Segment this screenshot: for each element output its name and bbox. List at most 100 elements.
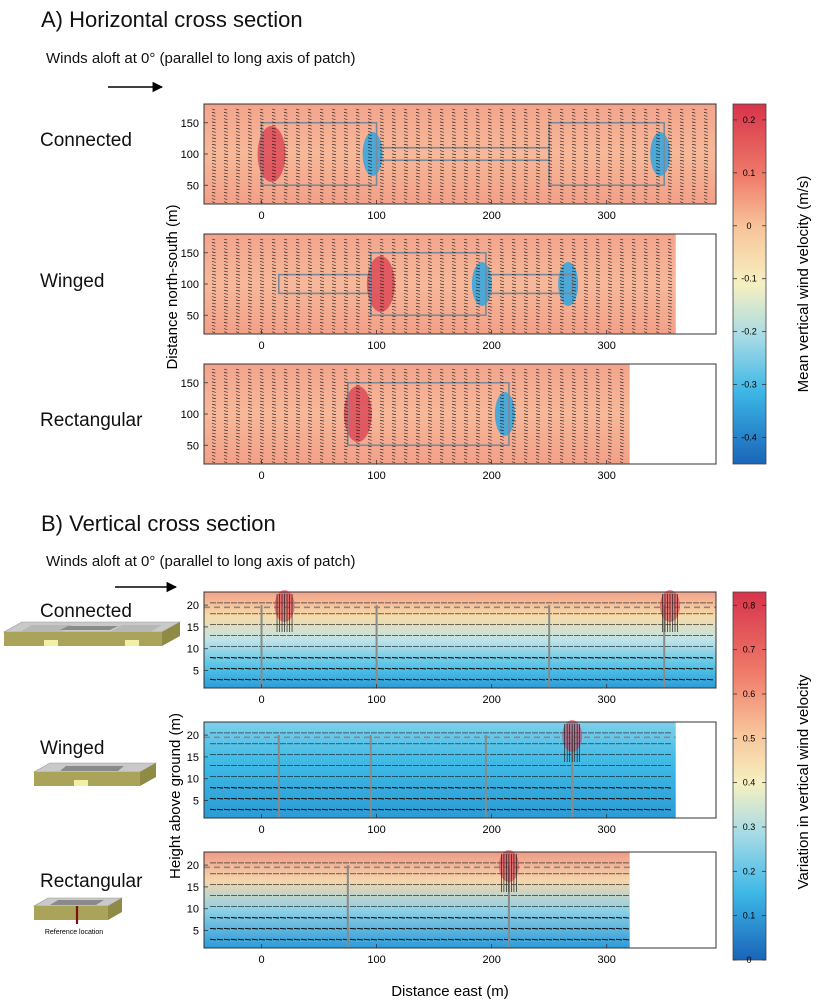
y-tick-label: 100 xyxy=(181,279,199,291)
colorbar-tick-label: 0 xyxy=(746,955,751,965)
downdraft-zone xyxy=(650,132,671,176)
colorbar-b-gradient xyxy=(732,591,767,961)
y-tick-label: 50 xyxy=(187,310,199,322)
panel-a-rectangular: 0 100 200 300 50 100 150 xyxy=(181,363,717,482)
heatmap-field xyxy=(204,722,676,818)
x-tick-label: 0 xyxy=(258,470,264,482)
patch-outline xyxy=(347,381,510,447)
x-tick-label: 200 xyxy=(482,340,500,352)
y-tick-label: 15 xyxy=(187,622,199,634)
colorbar-tick-label: 0.5 xyxy=(743,733,756,743)
x-tick-label: 300 xyxy=(598,694,616,706)
updraft-zone xyxy=(257,126,286,182)
colorbar-tick-label: -0.3 xyxy=(741,380,757,390)
y-tick-label: 50 xyxy=(187,180,199,192)
colorbar-b-label: Variation in vertical wind velocity xyxy=(795,674,812,889)
x-tick-label: 0 xyxy=(258,210,264,222)
row-label-rectangular-a: Rectangular xyxy=(40,410,143,431)
y-tick-label: 5 xyxy=(193,666,199,678)
y-tick-label: 10 xyxy=(187,644,199,656)
x-tick-label: 200 xyxy=(482,210,500,222)
downdraft-zone xyxy=(471,262,492,306)
panel-frame xyxy=(203,721,717,819)
patch-model-winged xyxy=(32,762,158,786)
panel-a-connected: 0 100 200 300 50 100 150 xyxy=(181,103,717,222)
colorbar-tick-label: 0.3 xyxy=(743,822,756,832)
wind-vectors xyxy=(211,108,709,204)
wind-vectors xyxy=(209,602,714,681)
heatmap-field xyxy=(204,234,676,334)
panel-b-winged: 0 100 200 300 5 10 15 20 xyxy=(187,720,717,836)
colorbar-tick-label: -0.2 xyxy=(741,327,757,337)
panel-b-connected: 0 100 200 300 5 10 15 20 xyxy=(187,590,717,706)
y-tick-label: 20 xyxy=(187,600,199,612)
x-tick-label: 200 xyxy=(482,694,500,706)
colorbar-b: 0.8 0.7 0.6 0.5 0.4 0.3 0.2 0.1 0 Variation in v… xyxy=(732,591,812,965)
x-tick-label: 100 xyxy=(367,824,385,836)
y-tick-label: 5 xyxy=(193,796,199,808)
heatmap-field xyxy=(204,104,716,204)
colorbar-tick-label: 0.1 xyxy=(743,911,756,921)
x-tick-label: 0 xyxy=(258,954,264,966)
colorbar-tick-label: 0.2 xyxy=(743,866,756,876)
y-axis-title-b: Height above ground (m) xyxy=(167,713,184,879)
section-a-winds-text: Winds aloft at 0° (parallel to long axis… xyxy=(46,50,356,67)
y-tick-label: 5 xyxy=(193,926,199,938)
x-tick-label: 0 xyxy=(258,694,264,706)
colorbar-tick-label: 0.2 xyxy=(743,115,756,125)
x-tick-label: 200 xyxy=(482,954,500,966)
wind-vectors xyxy=(211,368,625,464)
downdraft-zone xyxy=(362,132,383,176)
x-tick-label: 300 xyxy=(598,954,616,966)
downdraft-zone xyxy=(494,392,515,436)
row-label-winged-b: Winged xyxy=(40,738,105,759)
x-tick-label: 100 xyxy=(367,210,385,222)
heatmap-field xyxy=(204,852,630,948)
wind-vectors xyxy=(209,862,630,941)
colorbar-a-gradient xyxy=(732,103,767,465)
panel-a-winged: 0 100 200 300 50 100 150 xyxy=(181,233,717,352)
section-b-winds-text: Winds aloft at 0° (parallel to long axis… xyxy=(46,553,356,570)
x-tick-label: 200 xyxy=(482,824,500,836)
patch-model-connected xyxy=(2,621,182,646)
x-tick-label: 0 xyxy=(258,340,264,352)
colorbar-tick-label: -0.4 xyxy=(741,433,757,443)
y-tick-label: 15 xyxy=(187,752,199,764)
x-tick-label: 100 xyxy=(367,340,385,352)
downdraft-zone xyxy=(558,262,579,306)
panel-frame xyxy=(203,851,717,949)
x-tick-label: 0 xyxy=(258,824,264,836)
y-axis-title-a: Distance north-south (m) xyxy=(164,204,181,369)
row-label-winged-a: Winged xyxy=(40,271,105,292)
colorbar-a-label: Mean vertical wind velocity (m/s) xyxy=(795,176,812,393)
x-tick-label: 300 xyxy=(598,340,616,352)
section-a-title: A) Horizontal cross section xyxy=(41,7,303,32)
wind-vectors xyxy=(211,238,673,334)
section-b-title: B) Vertical cross section xyxy=(41,511,276,536)
y-tick-label: 150 xyxy=(181,118,199,130)
x-axis-title-b: Distance east (m) xyxy=(391,983,509,1000)
row-label-rectangular-b: Rectangular xyxy=(40,871,143,892)
colorbar-tick-label: 0 xyxy=(746,221,751,231)
row-label-connected-b: Connected xyxy=(40,601,132,622)
colorbar-a: 0.2 0.1 0 -0.1 -0.2 -0.3 -0.4 Mean vertical wi… xyxy=(732,103,812,465)
y-tick-label: 20 xyxy=(187,860,199,872)
colorbar-tick-label: 0.1 xyxy=(743,168,756,178)
colorbar-tick-label: -0.1 xyxy=(741,274,757,284)
panel-b-rectangular: 0 100 200 300 5 10 15 20 xyxy=(187,850,717,966)
colorbar-tick-label: 0.6 xyxy=(743,689,756,699)
y-tick-label: 150 xyxy=(181,378,199,390)
y-tick-label: 20 xyxy=(187,730,199,742)
y-tick-label: 50 xyxy=(187,440,199,452)
x-tick-label: 200 xyxy=(482,470,500,482)
row-label-connected-a: Connected xyxy=(40,130,132,151)
x-tick-label: 300 xyxy=(598,470,616,482)
y-tick-label: 100 xyxy=(181,409,199,421)
x-tick-label: 100 xyxy=(367,954,385,966)
x-tick-label: 300 xyxy=(598,210,616,222)
panel-frame xyxy=(203,591,717,689)
y-tick-label: 10 xyxy=(187,904,199,916)
y-tick-label: 10 xyxy=(187,774,199,786)
patch-model-rectangular: Reference location xyxy=(32,897,124,936)
